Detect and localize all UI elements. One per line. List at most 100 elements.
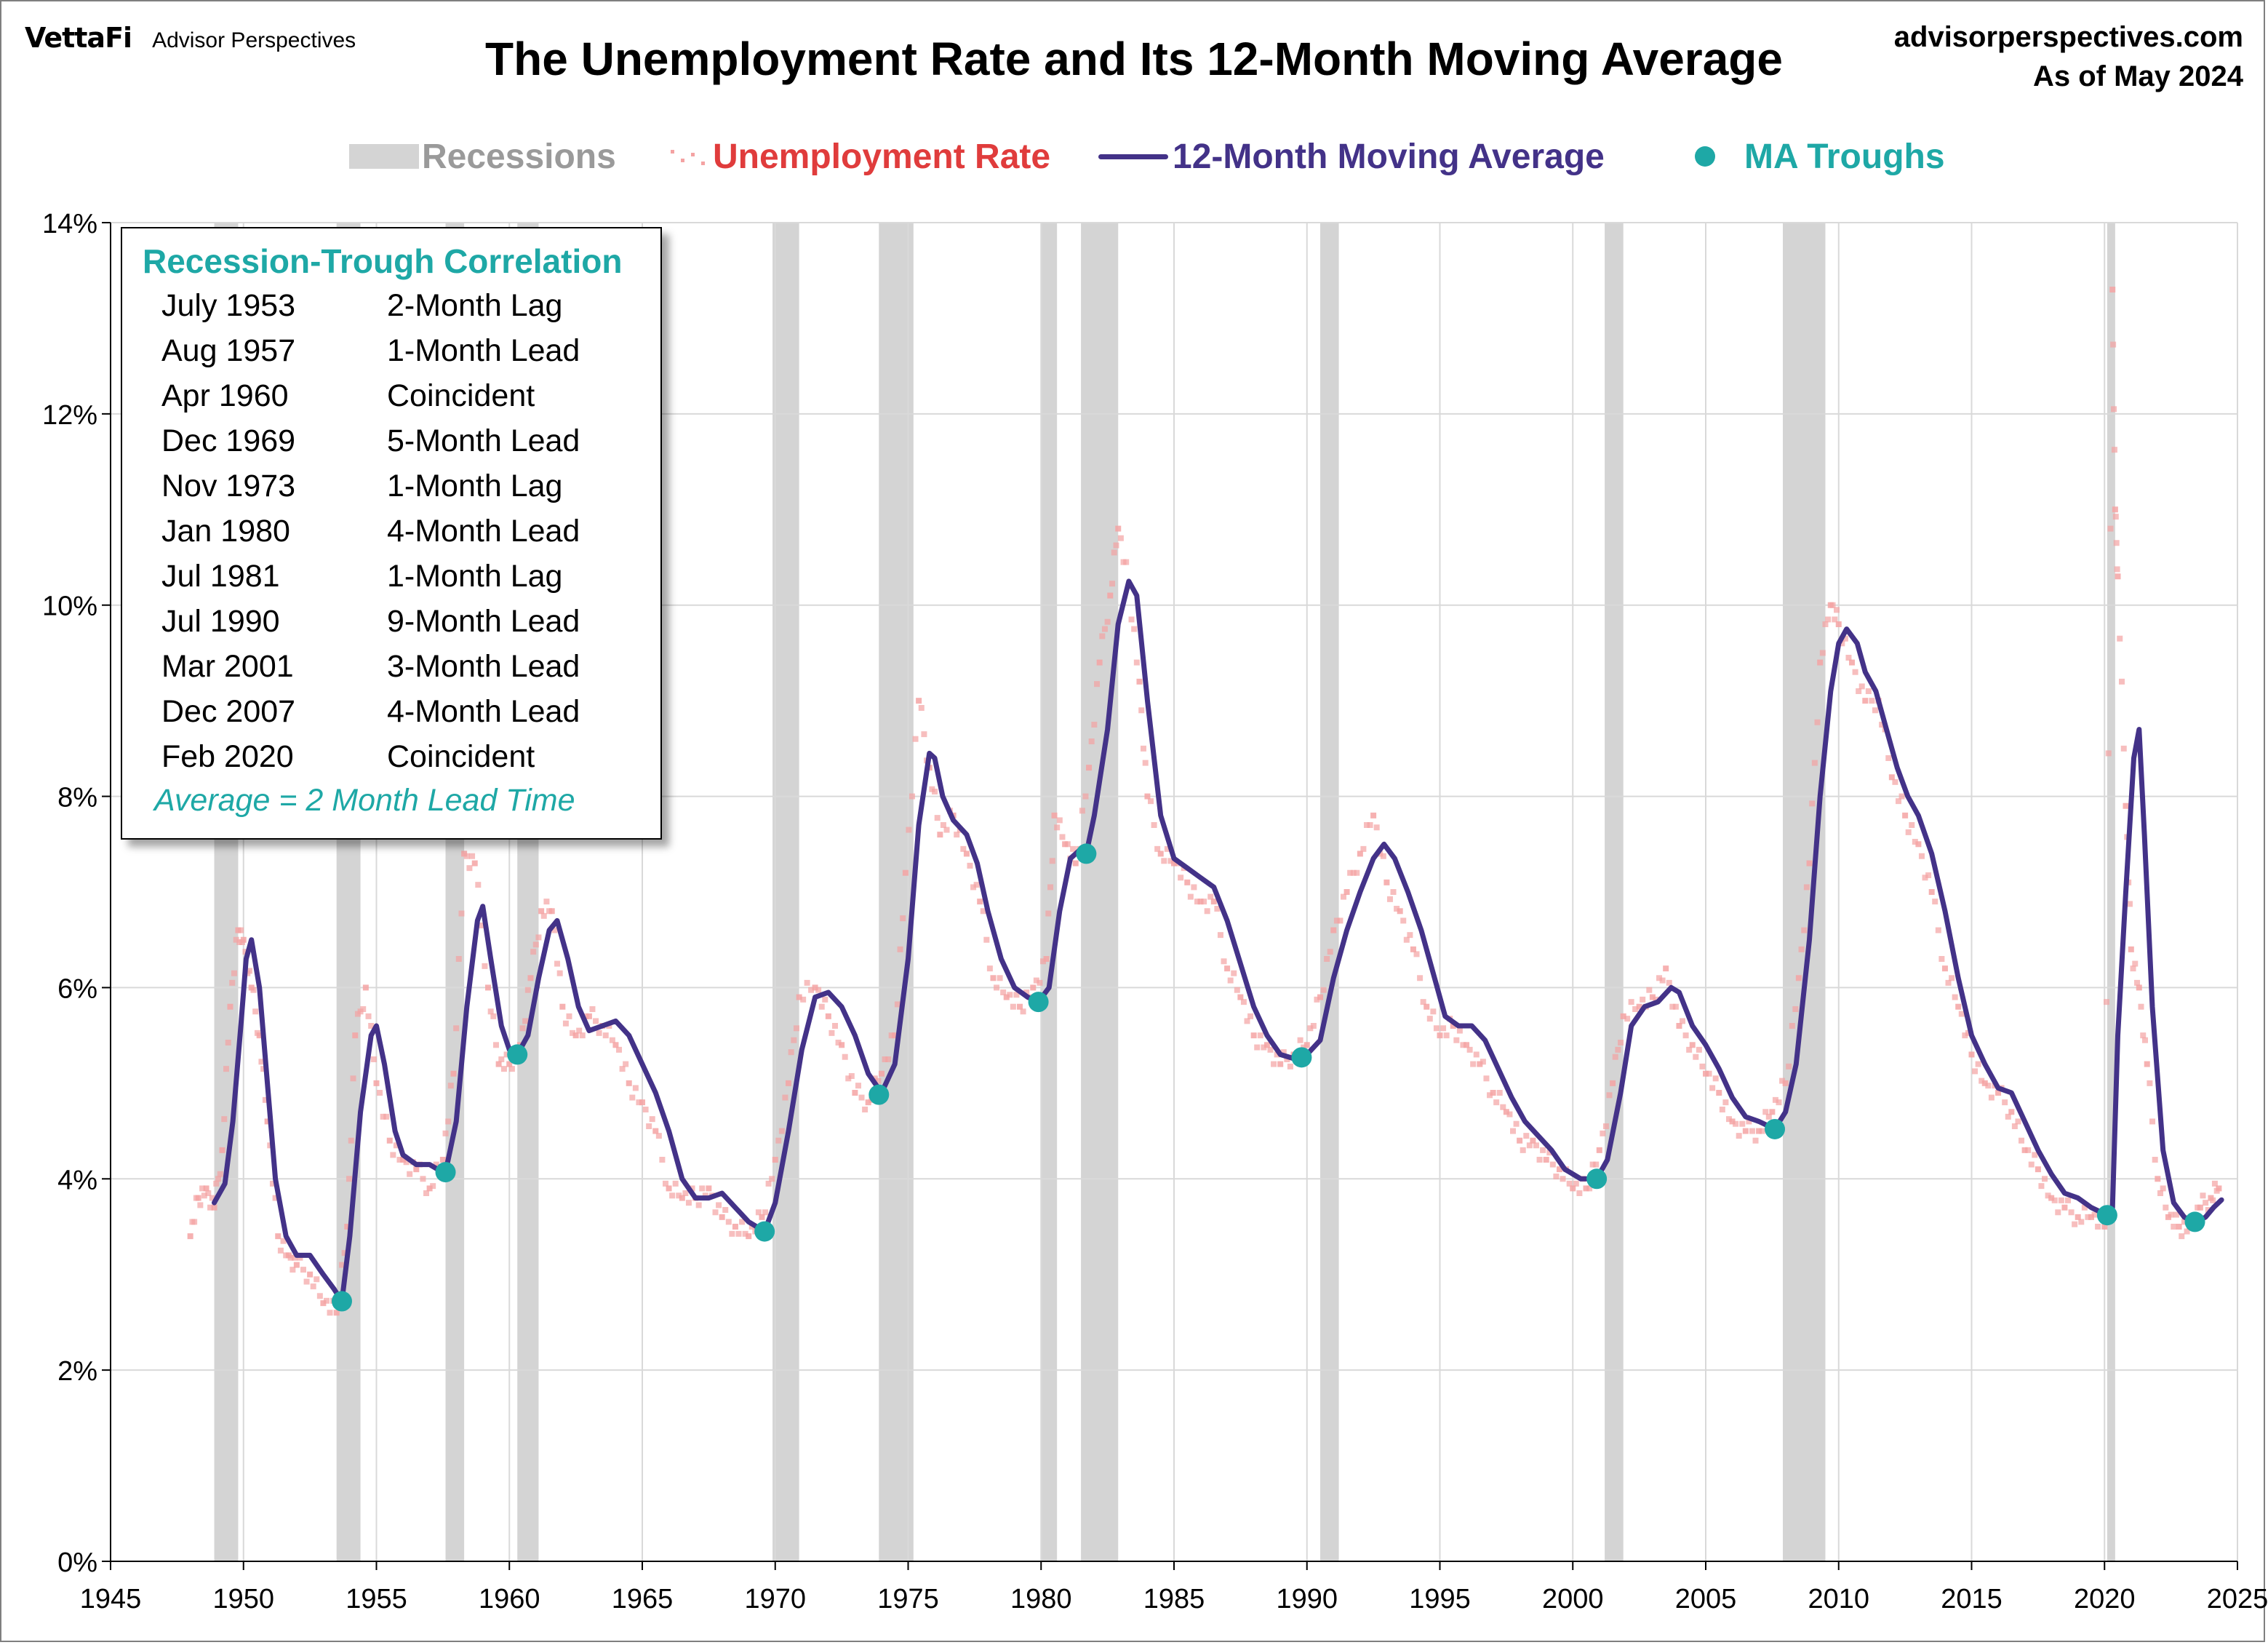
unemployment-point: [260, 1066, 267, 1072]
unemployment-point: [1776, 1099, 1782, 1106]
unemployment-point: [1703, 1070, 1709, 1077]
unemployment-point: [262, 1096, 268, 1103]
unemployment-point: [2197, 1204, 2203, 1211]
unemployment-point: [902, 869, 909, 876]
unemployment-point: [885, 1056, 892, 1062]
unemployment-point: [1789, 1023, 1795, 1029]
unemployment-point: [2157, 1190, 2164, 1196]
y-tick-label: 0%: [57, 1548, 97, 1578]
unemployment-point: [1918, 853, 1925, 859]
unemployment-point: [341, 1250, 348, 1256]
unemployment-point: [1113, 542, 1119, 549]
unemployment-point: [2117, 635, 2123, 642]
unemployment-point: [233, 936, 239, 943]
unemployment-point: [426, 1185, 433, 1192]
unemployment-point: [238, 927, 244, 933]
unemployment-point: [1136, 678, 1143, 685]
recession-bar: [2107, 223, 2115, 1561]
unemployment-point: [482, 963, 488, 969]
unemployment-point: [1759, 1128, 1765, 1134]
unemployment-point: [1696, 1046, 1702, 1053]
unemployment-point: [1054, 824, 1061, 831]
unemployment-point: [878, 1070, 885, 1077]
unemployment-point: [2179, 1233, 2185, 1240]
correlation-date: Apr 1960: [161, 378, 289, 413]
unemployment-point: [782, 1094, 788, 1101]
unemployment-point: [1656, 975, 1663, 981]
unemployment-point: [1440, 1025, 1447, 1032]
unemployment-point: [1835, 621, 1842, 627]
unemployment-point: [1786, 1063, 1792, 1070]
unemployment-point: [231, 970, 237, 976]
unemployment-point: [1430, 1008, 1437, 1015]
unemployment-point: [1327, 949, 1333, 955]
unemployment-point: [977, 899, 983, 905]
unemployment-point: [986, 965, 993, 972]
unemployment-point: [1526, 1142, 1533, 1149]
unemployment-point: [1123, 559, 1130, 565]
unemployment-point: [1433, 1025, 1440, 1032]
unemployment-point: [1357, 851, 1363, 857]
unemployment-point: [1037, 979, 1043, 986]
unemployment-point: [583, 1013, 589, 1019]
unemployment-point: [1337, 917, 1343, 924]
unemployment-point: [2132, 960, 2139, 967]
unemployment-point: [579, 1032, 586, 1039]
unemployment-point: [1370, 812, 1377, 818]
unemployment-point: [1693, 1053, 1699, 1060]
unemployment-point: [1314, 996, 1320, 1003]
unemployment-point: [695, 1202, 702, 1208]
unemployment-point: [1214, 906, 1221, 912]
unemployment-point: [1858, 683, 1865, 690]
unemployment-point: [646, 1123, 652, 1129]
unemployment-point: [1845, 655, 1852, 661]
unemployment-point: [1682, 1032, 1689, 1039]
unemployment-point: [1795, 975, 1802, 981]
unemployment-point: [858, 1094, 865, 1101]
unemployment-point: [320, 1300, 327, 1307]
unemployment-point: [2216, 1185, 2222, 1192]
unemployment-point: [1988, 1094, 1995, 1101]
unemployment-point: [442, 1130, 449, 1136]
unemployment-point: [413, 1166, 420, 1173]
legend-unemployment: Unemployment Rate: [666, 131, 1050, 182]
unemployment-point: [1733, 1120, 1739, 1127]
unemployment-point: [1955, 1003, 1962, 1010]
unemployment-point: [1307, 1025, 1314, 1032]
unemployment-point: [639, 1099, 645, 1106]
unemployment-point: [943, 827, 950, 833]
chart-title: The Unemployment Rate and Its 12-Month M…: [485, 33, 1783, 85]
unemployment-point: [862, 1107, 869, 1112]
unemployment-point: [368, 1023, 375, 1029]
unemployment-point: [1689, 1042, 1696, 1048]
unemployment-point: [264, 1118, 271, 1125]
unemployment-point: [1140, 745, 1146, 752]
correlation-date: Feb 2020: [161, 739, 294, 774]
unemployment-point: [1284, 1056, 1290, 1062]
unemployment-point: [2005, 1113, 2011, 1120]
correlation-relation: 1-Month Lag: [387, 559, 563, 594]
unemployment-point: [527, 975, 534, 981]
unemployment-point: [2055, 1209, 2061, 1216]
unemployment-point: [1227, 977, 1234, 984]
unemployment-point: [1546, 1150, 1553, 1156]
chart-legend: Recessions Unemployment Rate 12-Month Mo…: [0, 131, 2268, 182]
unemployment-point: [725, 1219, 732, 1225]
unemployment-point: [1341, 893, 1347, 900]
unemployment-point: [1888, 774, 1895, 781]
unemployment-point: [652, 1128, 659, 1134]
unemployment-point: [240, 936, 247, 943]
x-tick-label: 2025: [2207, 1584, 2268, 1614]
unemployment-point: [649, 1116, 655, 1123]
unemployment-point: [1666, 979, 1672, 986]
unemployment-point: [1082, 793, 1089, 800]
unemployment-point: [2111, 447, 2117, 453]
unemployment-point: [940, 822, 946, 828]
unemployment-point: [1373, 824, 1380, 831]
unemployment-point: [203, 1185, 209, 1192]
unemployment-point: [1171, 860, 1177, 867]
unemployment-point: [293, 1262, 300, 1268]
unemployment-point: [1885, 755, 1892, 761]
unemployment-point: [1049, 858, 1055, 864]
unemployment-point: [1915, 841, 1922, 848]
